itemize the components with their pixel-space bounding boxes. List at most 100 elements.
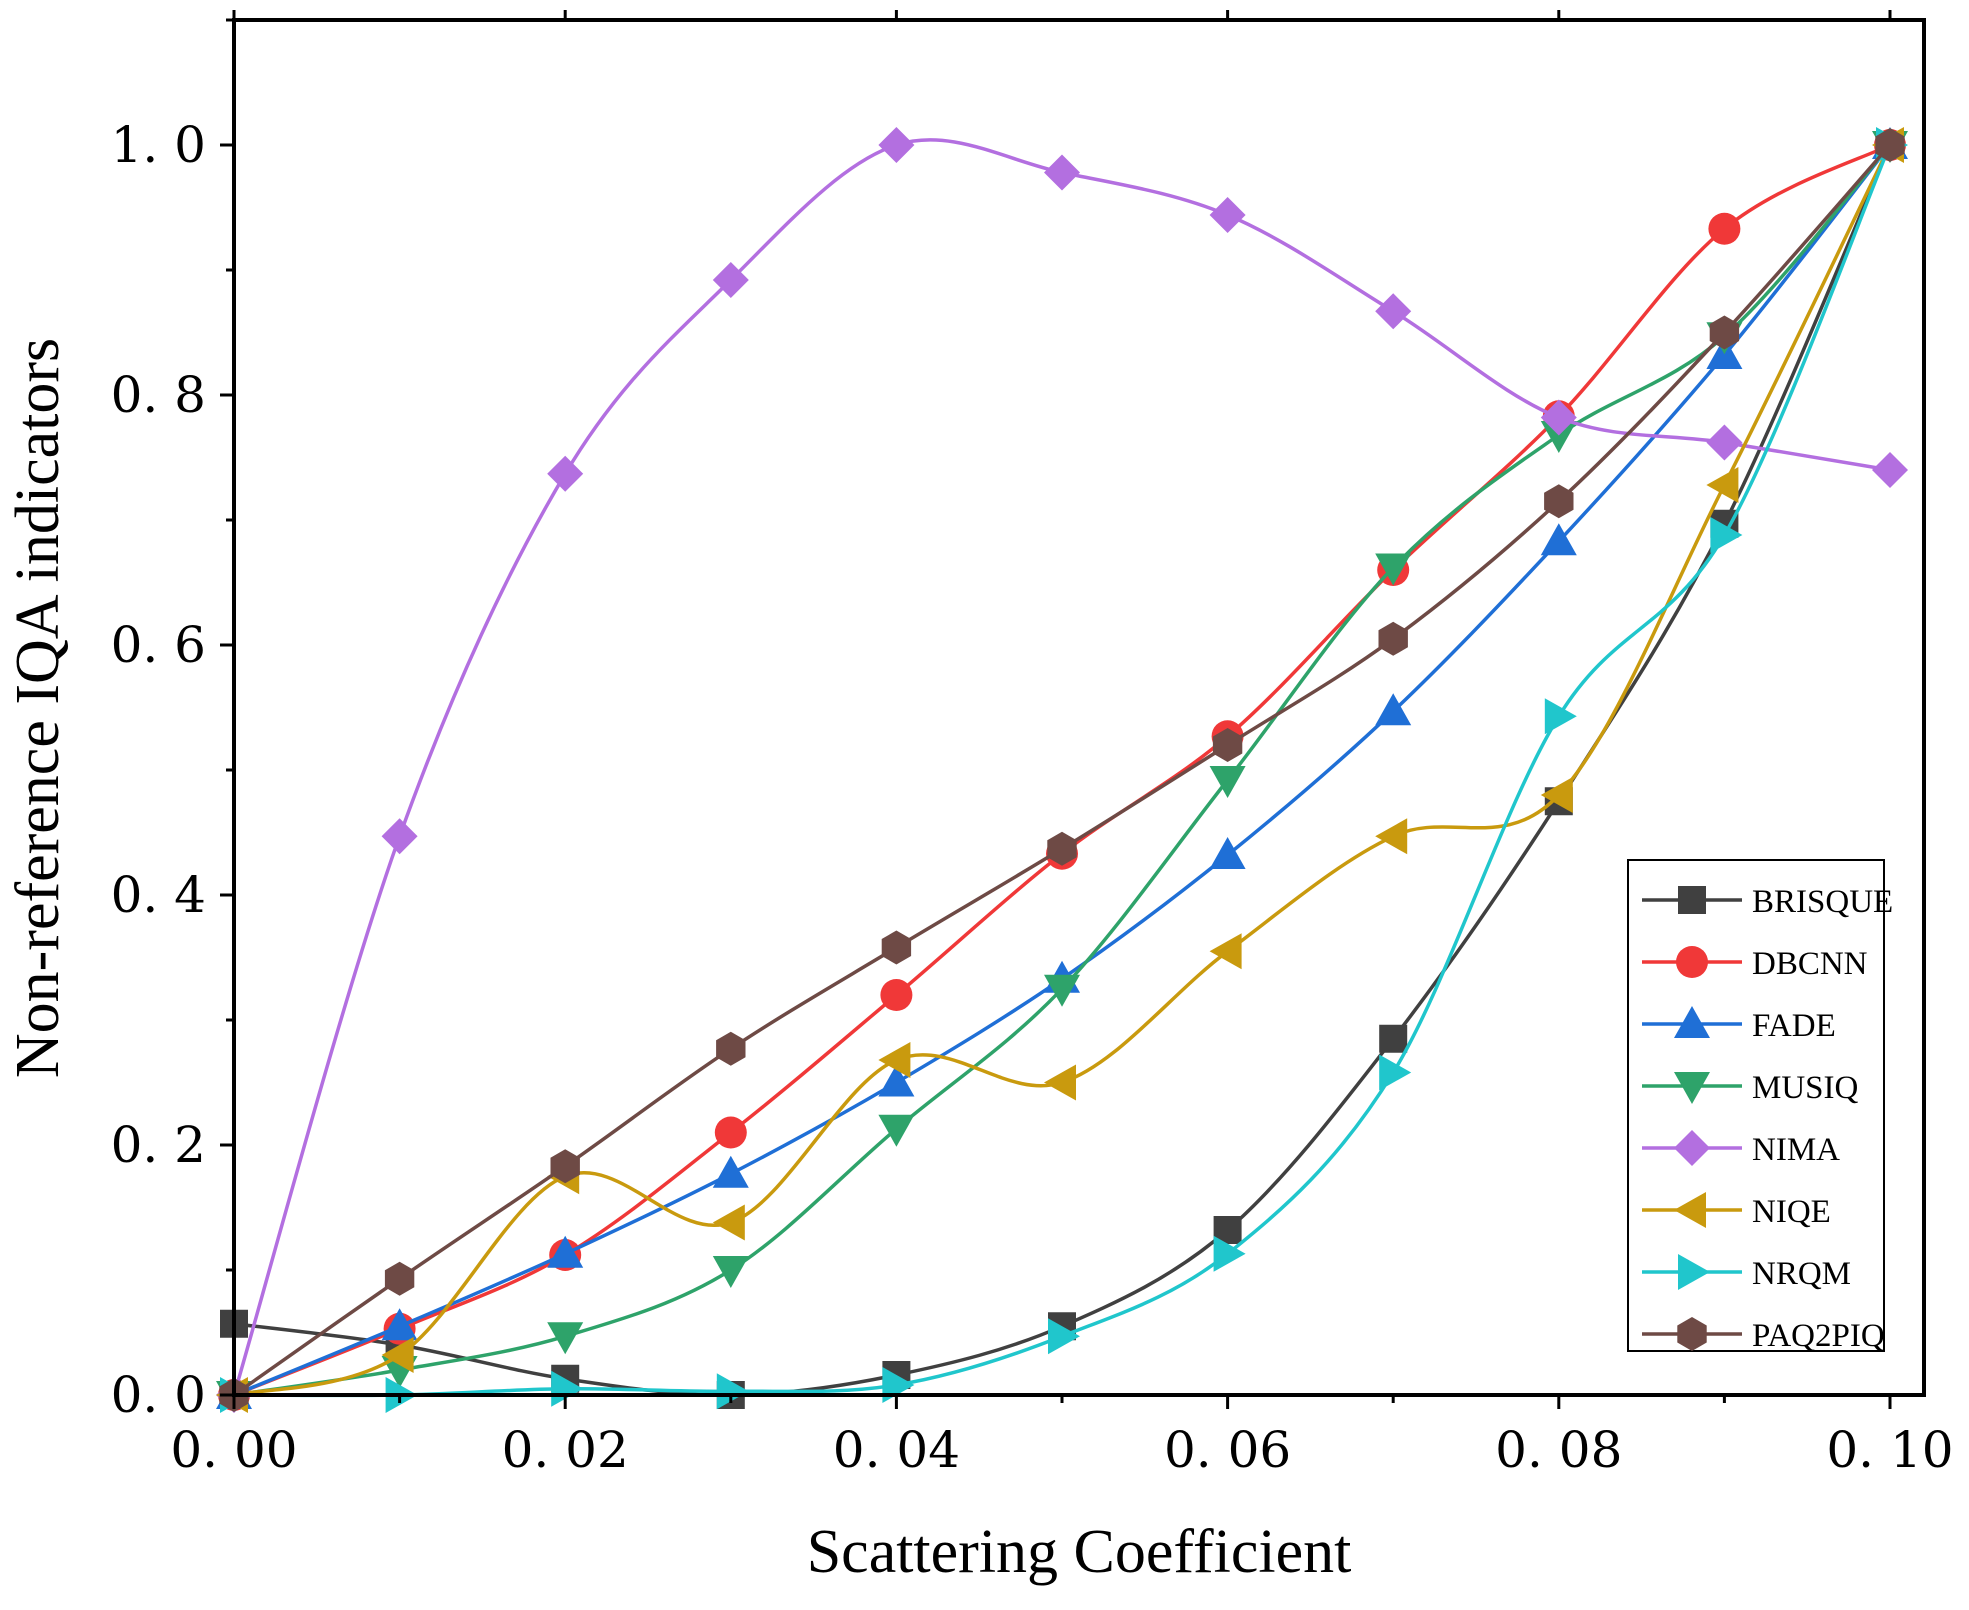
data-point xyxy=(1540,523,1577,556)
legend-label: NIMA xyxy=(1752,1132,1840,1168)
data-point xyxy=(1872,452,1908,488)
legend-label: NIQE xyxy=(1752,1194,1831,1230)
series-line-niqe xyxy=(233,144,1892,1397)
legend-item-paq2piq: PAQ2PIQ xyxy=(1642,1317,1885,1354)
data-point xyxy=(1044,974,1080,1007)
data-point xyxy=(384,1261,415,1296)
data-point xyxy=(712,1155,749,1188)
data-point xyxy=(547,1235,584,1268)
legend-label: PAQ2PIQ xyxy=(1752,1318,1885,1354)
data-point xyxy=(550,1149,580,1184)
y-tick-label: 0. 8 xyxy=(111,366,206,424)
data-point xyxy=(1375,693,1412,726)
y-tick-label: 0. 0 xyxy=(111,1366,206,1424)
data-point xyxy=(1706,424,1743,461)
legend-label: FADE xyxy=(1752,1008,1836,1044)
x-tick-label: 0. 04 xyxy=(833,1421,960,1479)
data-point xyxy=(714,1116,747,1149)
data-point xyxy=(878,127,915,163)
y-tick-label: 0. 4 xyxy=(111,866,206,924)
series-paq2piq xyxy=(219,128,1905,1412)
x-tick-label: 0. 10 xyxy=(1826,1421,1953,1479)
legend-item-nrqm: NRQM xyxy=(1642,1254,1851,1292)
legend-marker xyxy=(1676,946,1708,978)
x-tick-label: 0. 06 xyxy=(1164,1421,1291,1479)
data-point xyxy=(716,1373,749,1410)
y-tick-label: 0. 2 xyxy=(111,1116,206,1174)
legend-item-brisque: BRISQUE xyxy=(1642,884,1893,920)
data-point xyxy=(881,930,912,965)
data-point xyxy=(1209,766,1246,798)
data-point xyxy=(1875,128,1905,162)
legend-item-dbcnn: DBCNN xyxy=(1642,946,1868,982)
data-point xyxy=(712,1256,749,1288)
data-point xyxy=(1047,831,1077,866)
data-point xyxy=(1375,818,1408,855)
legend-marker xyxy=(1678,886,1706,914)
data-point xyxy=(1209,933,1242,970)
data-point xyxy=(1709,315,1740,350)
data-point xyxy=(547,455,584,492)
data-point xyxy=(1375,553,1412,586)
legend-item-niqe: NIQE xyxy=(1642,1192,1831,1230)
data-point xyxy=(551,1370,584,1407)
data-point xyxy=(1378,621,1408,656)
data-point xyxy=(712,262,749,298)
data-point xyxy=(381,1337,414,1373)
y-tick-label: 0. 6 xyxy=(111,616,206,674)
data-point xyxy=(1544,484,1574,519)
legend-label: DBCNN xyxy=(1752,946,1868,982)
data-point xyxy=(1375,293,1412,330)
series-layer xyxy=(216,127,1908,1413)
x-tick-label: 0. 08 xyxy=(1495,1421,1622,1479)
series-nima xyxy=(216,127,1908,1413)
data-point xyxy=(381,1308,418,1341)
x-axis-title: Scattering Coefficient xyxy=(807,1518,1352,1586)
legend-marker xyxy=(1674,1130,1710,1166)
y-axis-title: Non-reference IQA indicators xyxy=(4,338,72,1078)
data-point xyxy=(381,818,418,855)
data-point xyxy=(547,1322,584,1355)
legend: BRISQUE DBCNN FADE MUSIQ NIMA NIQE NRQM PAQ2PIQ xyxy=(1627,859,1893,1354)
legend-marker xyxy=(1674,1192,1706,1228)
data-point xyxy=(1209,837,1246,869)
legend-item-musiq: MUSIQ xyxy=(1642,1070,1859,1106)
data-point xyxy=(1209,197,1246,233)
data-point xyxy=(1540,421,1577,453)
legend-marker xyxy=(1674,1006,1710,1038)
legend-marker xyxy=(1674,1072,1710,1104)
legend-marker xyxy=(1678,1254,1710,1290)
data-point xyxy=(1213,1235,1246,1272)
legend-label: BRISQUE xyxy=(1752,884,1893,920)
legend-label: MUSIQ xyxy=(1752,1070,1859,1106)
data-point xyxy=(878,1114,915,1147)
data-point xyxy=(1048,1318,1080,1355)
data-point xyxy=(1044,154,1080,191)
data-point xyxy=(1708,212,1741,245)
y-tick-label: 1. 0 xyxy=(111,116,206,174)
data-point xyxy=(880,979,913,1011)
data-point xyxy=(1544,698,1577,735)
data-point xyxy=(1379,1024,1408,1053)
legend-marker xyxy=(1677,1317,1707,1351)
data-point xyxy=(878,1042,911,1078)
data-point xyxy=(716,1031,746,1066)
series-line-fade xyxy=(233,143,1892,1397)
data-point xyxy=(1540,777,1573,813)
series-line-musiq xyxy=(233,143,1892,1397)
data-point xyxy=(1706,467,1739,503)
legend-item-nima: NIMA xyxy=(1642,1130,1840,1168)
data-point xyxy=(1379,1054,1412,1091)
x-tick-label: 0. 02 xyxy=(502,1421,629,1479)
data-point xyxy=(878,1064,915,1097)
legend-item-fade: FADE xyxy=(1642,1006,1836,1044)
data-point xyxy=(1212,728,1243,762)
data-point xyxy=(1540,399,1577,436)
legend-box xyxy=(1627,859,1885,1352)
legend-label: NRQM xyxy=(1752,1256,1851,1292)
data-point xyxy=(1710,517,1743,553)
data-point xyxy=(712,1204,745,1241)
x-tick-label: 0. 00 xyxy=(170,1421,297,1479)
axes-layer: 0. 00 0. 02 0. 04 0. 06 0. 08 0. 10 0. 0 0. 2 0.… xyxy=(111,10,1954,1479)
